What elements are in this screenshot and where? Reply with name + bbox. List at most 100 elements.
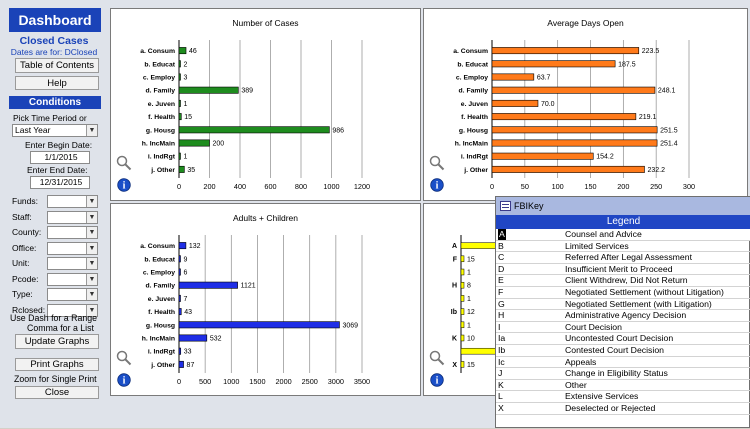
magnifier-icon[interactable]: [429, 155, 445, 171]
chevron-down-icon[interactable]: ▼: [86, 227, 97, 238]
close-button[interactable]: Close: [15, 386, 99, 399]
fbi-chart[interactable]: AF151H81Ib121K1016X15i: [423, 203, 498, 396]
legend-row[interactable]: Ib Contested Court Decision: [496, 345, 750, 357]
chevron-down-icon[interactable]: ▼: [86, 242, 97, 254]
chevron-down-icon[interactable]: ▼: [86, 304, 97, 316]
bar-f-health[interactable]: [491, 113, 637, 121]
bar-row-0[interactable]: [460, 242, 497, 249]
legend-row[interactable]: K Other: [496, 380, 750, 392]
legend-row[interactable]: I Court Decision: [496, 322, 750, 334]
help-button[interactable]: Help: [15, 76, 99, 90]
bar-d-family[interactable]: [178, 86, 239, 94]
bar-row-1[interactable]: [460, 255, 465, 263]
legend-row[interactable]: L Extensive Services: [496, 391, 750, 403]
info-icon[interactable]: i: [430, 373, 444, 387]
bar-row-3[interactable]: [460, 281, 465, 289]
bar-h-incmain[interactable]: [178, 334, 208, 342]
bar-c-employ[interactable]: [178, 73, 181, 81]
legend-row[interactable]: Ia Uncontested Court Decision: [496, 333, 750, 345]
bar-i-indrgt[interactable]: [491, 152, 594, 160]
bar-row-5[interactable]: [460, 308, 465, 315]
bar-row-6[interactable]: [460, 321, 465, 329]
fbikey-window[interactable]: FBIKey Legend A Counsel and Advice B Limite…: [495, 196, 750, 428]
bar-row-8[interactable]: [460, 347, 497, 355]
bar-c-employ[interactable]: [178, 268, 181, 276]
magnifier-icon[interactable]: [429, 350, 445, 366]
info-icon[interactable]: i: [117, 373, 131, 387]
legend-row[interactable]: F Negotiated Settlement (without Litigati…: [496, 287, 750, 299]
dates-for-label: Dates are for: DClosed: [10, 47, 98, 57]
filter-select-county[interactable]: ▼: [47, 226, 98, 239]
bar-i-indrgt[interactable]: [178, 347, 182, 355]
number-of-cases-chart[interactable]: Number of Cases 0 200 400 600 800 1000 1200 a. C…: [110, 8, 421, 201]
legend-row[interactable]: B Limited Services: [496, 241, 750, 253]
chevron-down-icon[interactable]: ▼: [86, 211, 97, 223]
table-of-contents-button[interactable]: Table of Contents: [15, 58, 99, 73]
legend-row[interactable]: D Insufficient Merit to Proceed: [496, 264, 750, 276]
legend-row[interactable]: A Counsel and Advice: [496, 229, 750, 241]
legend-row[interactable]: J Change in Eligibility Status: [496, 368, 750, 380]
bar-i-indrgt[interactable]: [178, 152, 181, 160]
bar-e-juven[interactable]: [178, 294, 181, 302]
bar-g-housg[interactable]: [491, 126, 658, 134]
bar-row-4[interactable]: [460, 295, 465, 302]
filter-select-type[interactable]: ▼: [47, 288, 98, 301]
x-tick-label: 0: [490, 182, 494, 191]
chevron-down-icon[interactable]: ▼: [86, 196, 97, 207]
bar-j-other[interactable]: [491, 165, 645, 173]
bar-j-other[interactable]: [178, 165, 185, 173]
bar-h-incmain[interactable]: [491, 139, 658, 147]
chevron-down-icon[interactable]: ▼: [86, 125, 97, 136]
filter-select-pcode[interactable]: ▼: [47, 272, 98, 286]
legend-row[interactable]: E Client Withdrew, Did Not Return: [496, 275, 750, 287]
update-graphs-button[interactable]: Update Graphs: [15, 334, 99, 349]
time-period-select[interactable]: Last Year ▼: [12, 124, 98, 137]
filter-label-county: County:: [12, 227, 42, 237]
bar-e-juven[interactable]: [178, 99, 181, 107]
legend-row[interactable]: X Deselected or Rejected: [496, 403, 750, 415]
magnifier-icon[interactable]: [116, 350, 132, 366]
chevron-down-icon[interactable]: ▼: [86, 258, 97, 269]
bar-d-family[interactable]: [491, 86, 656, 94]
bar-d-family[interactable]: [178, 281, 238, 289]
bar-a-consum[interactable]: [178, 47, 187, 55]
legend-row[interactable]: G Negotiated Settlement (with Litigation): [496, 299, 750, 311]
bar-g-housg[interactable]: [178, 126, 330, 134]
bar-j-other[interactable]: [178, 360, 184, 368]
bar-e-juven[interactable]: [491, 99, 539, 107]
magnifier-icon[interactable]: [116, 155, 132, 171]
category-label-i-indrgt: i. IndRgt: [461, 154, 489, 161]
filter-select-unit[interactable]: ▼: [47, 257, 98, 270]
chevron-down-icon[interactable]: ▼: [86, 289, 97, 300]
average-days-open-chart[interactable]: Average Days Open 0 50 100 150 200 250 300 a. Co…: [423, 8, 748, 201]
bar-b-educat[interactable]: [491, 60, 616, 68]
print-graphs-button[interactable]: Print Graphs: [15, 358, 99, 371]
fbikey-titlebar[interactable]: FBIKey: [496, 197, 750, 215]
filter-select-office[interactable]: ▼: [47, 241, 98, 255]
info-icon[interactable]: i: [117, 178, 131, 192]
legend-row[interactable]: Ic Appeals: [496, 357, 750, 369]
bar-g-housg[interactable]: [178, 321, 340, 329]
bar-row-7[interactable]: [460, 334, 465, 342]
bar-c-employ[interactable]: [491, 73, 535, 81]
info-icon[interactable]: i: [430, 178, 444, 192]
legend-row[interactable]: C Referred After Legal Assessment: [496, 252, 750, 264]
chevron-down-icon[interactable]: ▼: [86, 273, 97, 285]
filter-select-staff[interactable]: ▼: [47, 210, 98, 224]
bar-f-health[interactable]: [178, 113, 182, 121]
end-date-field[interactable]: 12/31/2015: [30, 176, 90, 189]
bar-h-incmain[interactable]: [178, 139, 210, 147]
begin-date-field[interactable]: 1/1/2015: [30, 151, 90, 164]
bar-row-9[interactable]: [460, 361, 465, 368]
bar-a-consum[interactable]: [178, 242, 187, 250]
legend-row[interactable]: H Administrative Agency Decision: [496, 310, 750, 322]
bar-a-consum[interactable]: [491, 47, 640, 55]
bar-f-health[interactable]: [178, 308, 182, 316]
bar-b-educat[interactable]: [178, 255, 181, 263]
adults-children-chart[interactable]: Adults + Children 0 500 1000 1500 2000 2500 300…: [110, 203, 421, 396]
category-label-b-educat: b. Educat: [144, 256, 175, 263]
filter-select-funds[interactable]: ▼: [47, 195, 98, 208]
bar-row-2[interactable]: [460, 268, 465, 276]
filter-select-rclosed[interactable]: ▼: [47, 303, 98, 317]
bar-b-educat[interactable]: [178, 60, 181, 68]
